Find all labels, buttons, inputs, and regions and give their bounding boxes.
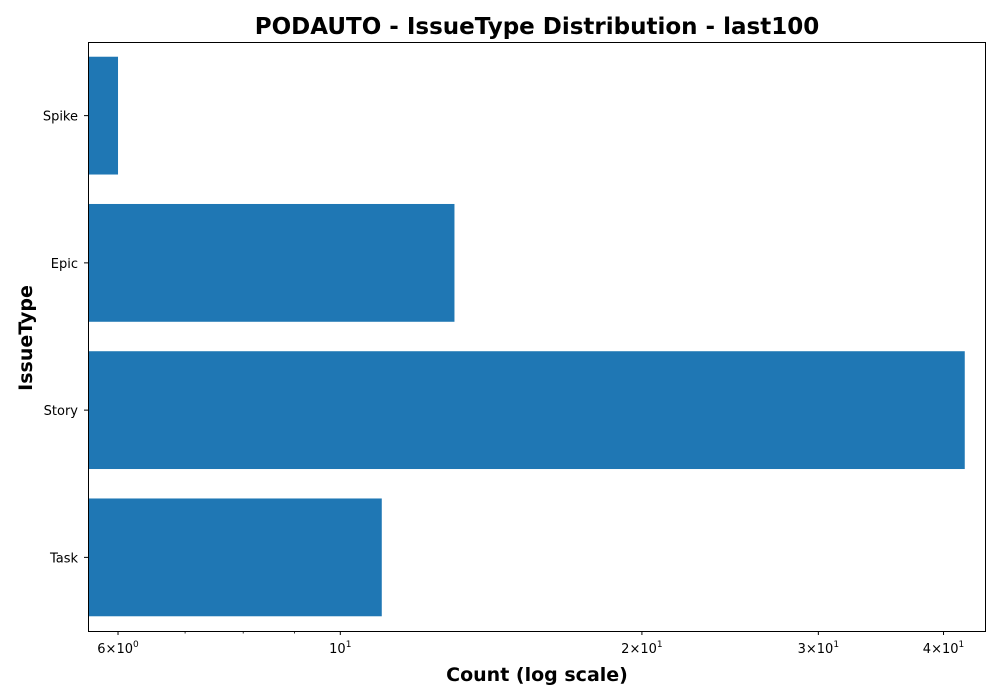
chart-title: PODAUTO - IssueType Distribution - last1… [255,14,819,40]
x-tick-label: 101 [329,640,351,657]
ticks-layer: Task Story Epic Spike 6×100 101 2×101 3×101 4×10… [43,110,964,657]
bar-epic [88,203,455,322]
plot-frame [88,42,986,632]
bars-layer [88,56,965,617]
y-tick-label: Epic [51,257,78,272]
x-tick-label: 2×101 [621,640,662,657]
x-tick-label: 6×100 [97,640,139,657]
y-tick-label: Spike [43,110,78,125]
y-tick-label: Story [44,404,79,419]
bar-task [88,498,382,617]
x-tick-label: 4×101 [923,640,964,657]
bar-spike [88,56,119,175]
x-tick-label: 3×101 [798,640,839,657]
y-tick-label: Task [49,551,79,566]
x-axis-label: Count (log scale) [446,664,628,686]
y-axis-label: IssueType [15,285,37,391]
bar-story [88,351,965,470]
